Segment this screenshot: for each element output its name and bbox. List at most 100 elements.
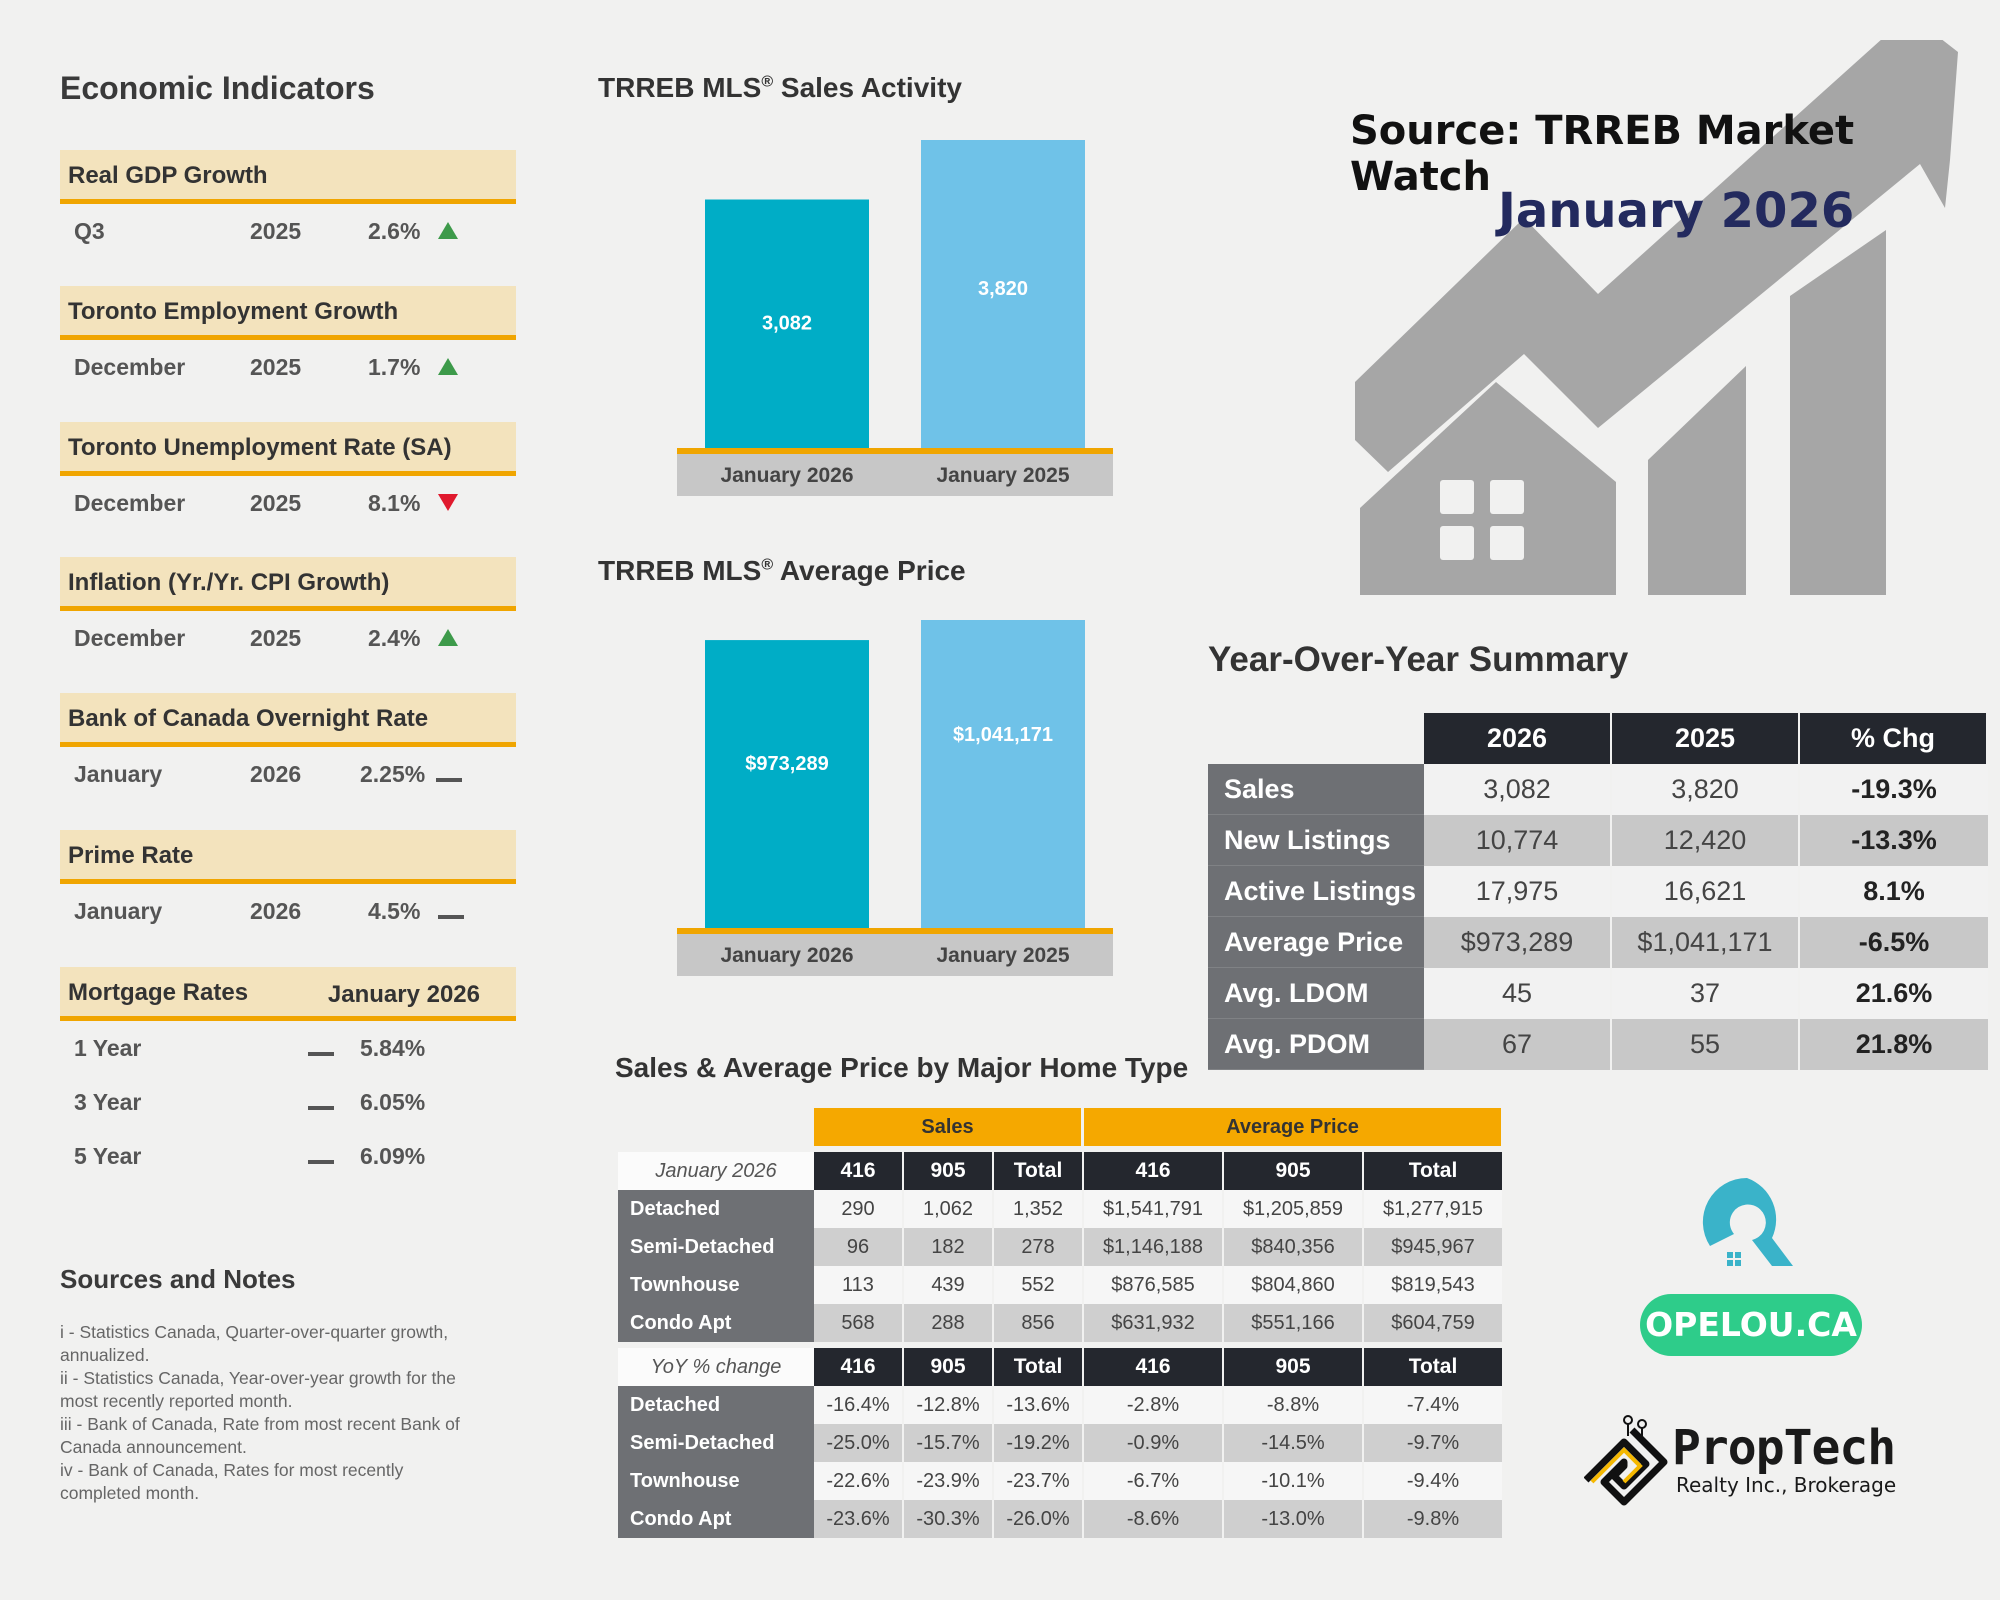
economic-indicators-title: Economic Indicators	[60, 70, 375, 106]
home-type-cell: -22.6%	[814, 1462, 904, 1500]
chart-baseline	[677, 448, 1113, 454]
bar	[705, 199, 869, 448]
category-tick-label: January 2026	[720, 944, 853, 967]
proptech-name: PropTech	[1672, 1420, 1896, 1476]
note-item: ii - Statistics Canada, Year-over-year g…	[60, 1368, 456, 1411]
indicator-value: 2.4%	[368, 625, 421, 651]
indicator-period: December	[74, 625, 186, 651]
indicator-label: Toronto Employment Growth	[60, 286, 516, 340]
indicator-group: Real GDP Growth Q3 2025 2.6%	[60, 150, 516, 258]
home-type-row: Townhouse 113 439 552 $876,585 $804,860 $819,5…	[618, 1266, 1504, 1304]
home-type-cell: 856	[994, 1304, 1084, 1342]
yoy-value-2025: 12,420	[1612, 815, 1800, 866]
home-type-cell: $1,541,791	[1084, 1190, 1224, 1228]
home-type-row: Detached 290 1,062 1,352 $1,541,791 $1,205,85…	[618, 1190, 1504, 1228]
yoy-row: Sales 3,082 3,820 -19.3%	[1208, 764, 1988, 815]
home-type-cell: -12.8%	[904, 1386, 994, 1424]
indicator-row: December 2025 1.7%	[60, 340, 516, 394]
yoy-summary-table: 2026 2025 % Chg Sales 3,082 3,820 -19.3% New…	[1208, 713, 1988, 1070]
yoy-value-2026: 10,774	[1424, 815, 1612, 866]
yoy-pct-change: 21.8%	[1800, 1019, 1988, 1070]
mortgage-term: 3 Year	[74, 1089, 142, 1115]
bar-data-label: $1,041,171	[953, 724, 1053, 746]
trend-up-icon	[438, 629, 458, 646]
home-type-cell: 182	[904, 1228, 994, 1266]
home-type-label: Semi-Detached	[618, 1228, 814, 1266]
category-tick-label: January 2026	[720, 464, 853, 487]
mortgage-trend	[308, 1089, 334, 1116]
column-header: 905	[904, 1348, 994, 1386]
chart-axis-band	[677, 934, 1113, 976]
indicator-trend	[436, 761, 462, 788]
home-type-body: Sales Average Price January 2026 416 905 Tota…	[618, 1108, 1504, 1538]
indicator-label: Inflation (Yr./Yr. CPI Growth)	[60, 557, 516, 611]
home-type-cell: $840,356	[1224, 1228, 1364, 1266]
proptech-subtitle: Realty Inc., Brokerage	[1676, 1473, 1897, 1497]
home-type-cell: $1,146,188	[1084, 1228, 1224, 1266]
home-type-title: Sales & Average Price by Major Home Type	[615, 1052, 1189, 1083]
yoy-pct-change: -19.3%	[1800, 764, 1988, 815]
mortgage-rates-date: January 2026	[327, 981, 480, 1008]
home-type-cell: -8.6%	[1084, 1500, 1224, 1538]
column-header: 416	[814, 1152, 904, 1190]
home-type-cell: $1,277,915	[1364, 1190, 1504, 1228]
indicator-value: 1.7%	[368, 354, 421, 380]
yoy-header-row: 2026 2025 % Chg	[1208, 713, 1988, 764]
trend-flat-icon	[438, 915, 464, 919]
sources-notes-title: Sources and Notes	[60, 1264, 296, 1294]
average-price-title: TRREB MLS® Average Price	[598, 555, 966, 587]
indicator-label: Toronto Unemployment Rate (SA)	[60, 422, 516, 476]
sales-activity-title-text: TRREB MLS® Sales Activity	[598, 72, 962, 103]
home-type-cell: -15.7%	[904, 1424, 994, 1462]
yoy-row: Avg. LDOM 45 37 21.6%	[1208, 968, 1988, 1019]
indicator-value: 2.6%	[368, 218, 421, 244]
home-type-cell: -13.0%	[1224, 1500, 1364, 1538]
home-type-row: Semi-Detached 96 182 278 $1,146,188 $840,356 $…	[618, 1228, 1504, 1266]
economic-indicators-panel: Economic Indicators Real GDP Growth Q3 202…	[60, 70, 520, 1169]
chart-baseline	[677, 928, 1113, 934]
trend-flat-icon	[308, 1106, 334, 1110]
home-type-cell: 552	[994, 1266, 1084, 1304]
mortgage-row: 3 Year 6.05%	[60, 1075, 516, 1129]
indicator-group: Toronto Unemployment Rate (SA) December 20…	[60, 422, 516, 530]
mortgage-rates-header: Mortgage Rates January 2026	[60, 967, 516, 1021]
mortgage-value: 5.84%	[360, 1035, 426, 1061]
indicator-period: January	[74, 761, 163, 787]
house-growth-icon	[1355, 40, 1958, 595]
yoy-value-2025: 3,820	[1612, 764, 1800, 815]
yoy-change-section-header-row: YoY % change 416 905 Total 416 905 Total	[618, 1348, 1504, 1386]
indicator-period: Q3	[74, 218, 105, 244]
home-type-group-row: Sales Average Price	[618, 1108, 1504, 1146]
mortgage-value: 6.05%	[360, 1089, 426, 1115]
indicator-label: Prime Rate	[60, 830, 516, 884]
average-price-title-text: TRREB MLS® Average Price	[598, 555, 966, 586]
home-type-cell: -30.3%	[904, 1500, 994, 1538]
yoy-corner-cell	[1208, 713, 1424, 764]
yoy-row-label: Average Price	[1208, 917, 1424, 968]
bar-data-label: $973,289	[745, 753, 828, 775]
home-type-cell: $551,166	[1224, 1304, 1364, 1342]
indicator-trend	[438, 218, 458, 245]
home-type-cell: 1,062	[904, 1190, 994, 1228]
mortgage-trend	[308, 1035, 334, 1062]
home-type-row: Detached -16.4% -12.8% -13.6% -2.8% -8.8% -7.4…	[618, 1386, 1504, 1424]
bar	[921, 620, 1085, 928]
yoy-value-2025: 16,621	[1612, 866, 1800, 917]
home-type-cell: 1,352	[994, 1190, 1084, 1228]
home-type-cell: $876,585	[1084, 1266, 1224, 1304]
indicator-value: 8.1%	[368, 490, 421, 516]
home-type-row: Townhouse -22.6% -23.9% -23.7% -6.7% -10.1% -9…	[618, 1462, 1504, 1500]
mortgage-rates-group: Mortgage Rates January 2026 1 Year 5.84% 3…	[60, 967, 516, 1183]
indicator-trend	[438, 625, 458, 652]
column-header: 905	[1224, 1348, 1364, 1386]
column-header: Total	[994, 1348, 1084, 1386]
report-month: January 2026	[1498, 183, 1855, 239]
home-type-cell: $631,932	[1084, 1304, 1224, 1342]
yoy-body: Sales 3,082 3,820 -19.3% New Listings 10,774 1…	[1208, 764, 1988, 1070]
yoy-row: New Listings 10,774 12,420 -13.3%	[1208, 815, 1988, 866]
category-tick-label: January 2025	[936, 944, 1069, 967]
indicator-period: December	[74, 490, 186, 516]
yoy-row-label: New Listings	[1208, 815, 1424, 866]
mortgage-term: 5 Year	[74, 1143, 142, 1169]
indicator-year: 2026	[250, 898, 302, 924]
